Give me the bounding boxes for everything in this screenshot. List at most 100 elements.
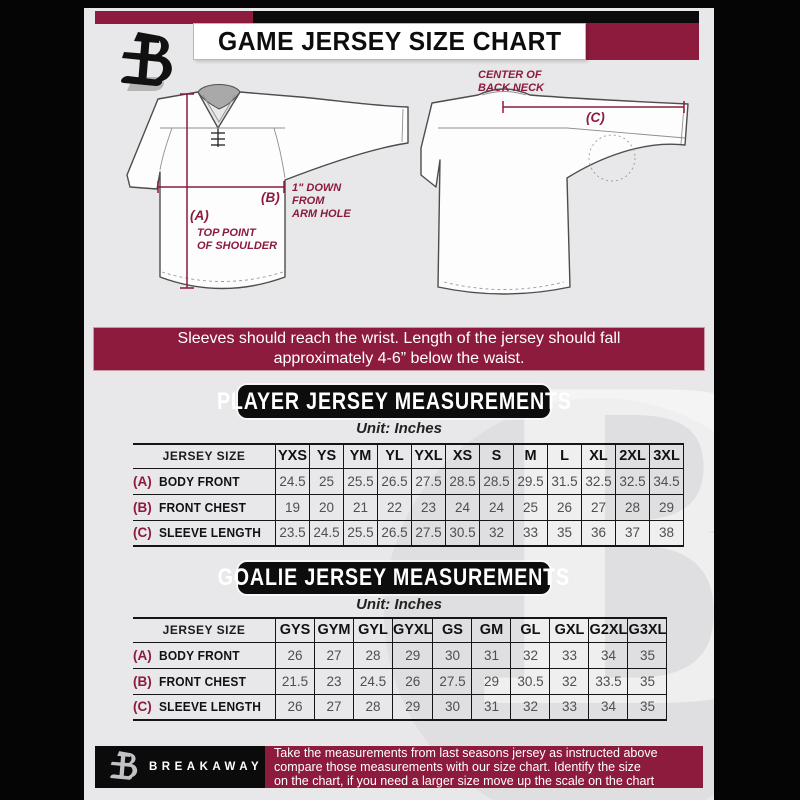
size-column-header: S [479, 443, 514, 469]
size-column-header: GYL [353, 617, 393, 643]
size-value-cell: 28 [615, 493, 650, 521]
size-value-cell: 27 [314, 693, 354, 721]
size-column-header: XL [581, 443, 616, 469]
size-value-cell: 35 [627, 641, 668, 669]
size-value-cell: 27 [314, 641, 354, 669]
player-section-heading: PLAYER JERSEY MEASUREMENTS [217, 385, 571, 418]
size-value-cell: 32 [479, 519, 514, 547]
breakaway-monogram-logo [121, 32, 172, 91]
row-label: SLEEVE LENGTH [158, 525, 261, 541]
size-column-header: GM [471, 617, 512, 643]
label-c-tag: (C) [586, 110, 605, 125]
table-row: (C) SLEEVE LENGTH 23.5 24.5 25.5 26.5 27.5 30.5… [133, 519, 684, 547]
player-unit-label: Unit: Inches [356, 420, 442, 437]
label-b-line2: FROM [292, 195, 325, 207]
size-value-cell: 34.5 [649, 467, 684, 495]
size-value-cell: 29 [649, 493, 684, 521]
size-column-header: GYM [314, 617, 354, 643]
size-value-cell: 23 [314, 667, 354, 695]
header-strip-maroon [95, 11, 253, 24]
measurement-line-c [502, 101, 685, 113]
measurement-line-b [157, 181, 285, 193]
footer-instructions: Take the measurements from last seasons … [265, 746, 703, 788]
jersey-diagrams: (A) TOP POINT OF SHOULDER (B) 1" DOWN FR… [126, 69, 689, 295]
size-column-header: 2XL [615, 443, 650, 469]
size-value-cell: 25 [513, 493, 548, 521]
size-value-cell: 32 [510, 641, 551, 669]
table-row: (C) SLEEVE LENGTH 26 27 28 29 30 31 32 33 34 35 [133, 693, 668, 721]
size-column-header: YS [309, 443, 344, 469]
row-label: SLEEVE LENGTH [158, 699, 261, 715]
size-value-cell: 32.5 [615, 467, 650, 495]
size-value-cell: 24.5 [309, 519, 344, 547]
label-a-line2: OF SHOULDER [197, 240, 277, 252]
size-value-cell: 33.5 [588, 667, 629, 695]
footer-line2: compare those measurements with our size… [274, 760, 641, 774]
size-column-header: G3XL [627, 617, 668, 643]
size-value-cell: 26 [275, 641, 315, 669]
label-a-line1: TOP POINT [197, 227, 257, 239]
size-column-header: GXL [549, 617, 590, 643]
row-tag: (B) [133, 673, 152, 689]
row-label-cell: (A) BODY FRONT [133, 468, 276, 495]
notice-line1: Sleeves should reach the wrist. Length o… [177, 330, 621, 347]
goalie-heading-text: GOALIE JERSEY MEASUREMENTS [217, 564, 571, 591]
size-column-header: YXS [275, 443, 310, 469]
page-title-bar: GAME JERSEY SIZE CHART [193, 23, 586, 60]
label-b-tag: (B) [261, 190, 280, 205]
size-value-cell: 23.5 [275, 519, 310, 547]
size-value-cell: 32 [549, 667, 590, 695]
size-column-header: YM [343, 443, 378, 469]
size-value-cell: 29 [391, 641, 434, 669]
size-value-cell: 29 [471, 667, 512, 695]
size-column-header: M [513, 443, 548, 469]
page-title: GAME JERSEY SIZE CHART [217, 26, 562, 56]
header-maroon-block [585, 23, 699, 60]
size-value-cell: 27.5 [411, 519, 446, 547]
label-b-line3: ARM HOLE [291, 208, 351, 220]
size-value-cell: 32 [510, 693, 551, 721]
size-value-cell: 31.5 [547, 467, 582, 495]
front-jersey-illustration [126, 84, 409, 290]
size-value-cell: 26.5 [377, 467, 412, 495]
goalie-section-heading: GOALIE JERSEY MEASUREMENTS [218, 562, 569, 594]
size-value-cell: 37 [615, 519, 650, 547]
row-label-cell: (B) FRONT CHEST [133, 668, 276, 695]
size-value-cell: 34 [588, 693, 629, 721]
size-column-header: G2XL [588, 617, 629, 643]
size-value-cell: 29 [391, 693, 434, 721]
size-value-cell: 26 [275, 693, 315, 721]
row-label-cell: (C) SLEEVE LENGTH [133, 520, 276, 547]
label-b-line1: 1" DOWN [292, 182, 342, 194]
size-value-cell: 30 [432, 693, 473, 721]
size-value-cell: 31 [471, 641, 512, 669]
size-value-cell: 28 [353, 641, 393, 669]
footer-brand-name: BREAKAWAY [149, 761, 264, 773]
size-value-cell: 26 [391, 667, 434, 695]
size-value-cell: 28.5 [479, 467, 514, 495]
size-column-header: YXL [411, 443, 446, 469]
row-tag: (A) [133, 473, 152, 489]
size-value-cell: 25.5 [343, 519, 378, 547]
row-label: BODY FRONT [158, 473, 240, 489]
goalie-unit-label: Unit: Inches [356, 596, 442, 613]
size-column-header: YL [377, 443, 412, 469]
size-value-cell: 24.5 [353, 667, 393, 695]
size-value-cell: 33 [549, 641, 590, 669]
size-value-cell: 25 [309, 467, 344, 495]
size-column-header: GS [432, 617, 473, 643]
row-label: BODY FRONT [158, 647, 240, 663]
size-table-corner: JERSEY SIZE [133, 617, 276, 643]
size-value-cell: 27.5 [432, 667, 473, 695]
back-jersey-illustration [420, 88, 689, 295]
size-column-header: XS [445, 443, 480, 469]
size-value-cell: 34 [588, 641, 629, 669]
size-value-cell: 26.5 [377, 519, 412, 547]
size-value-cell: 33 [513, 519, 548, 547]
label-c-line2: BACK NECK [478, 82, 545, 94]
size-value-cell: 31 [471, 693, 512, 721]
size-chart-page: B GAME JERSEY SIZE CHART [84, 8, 714, 800]
row-label: FRONT CHEST [158, 499, 246, 515]
size-value-cell: 20 [309, 493, 344, 521]
